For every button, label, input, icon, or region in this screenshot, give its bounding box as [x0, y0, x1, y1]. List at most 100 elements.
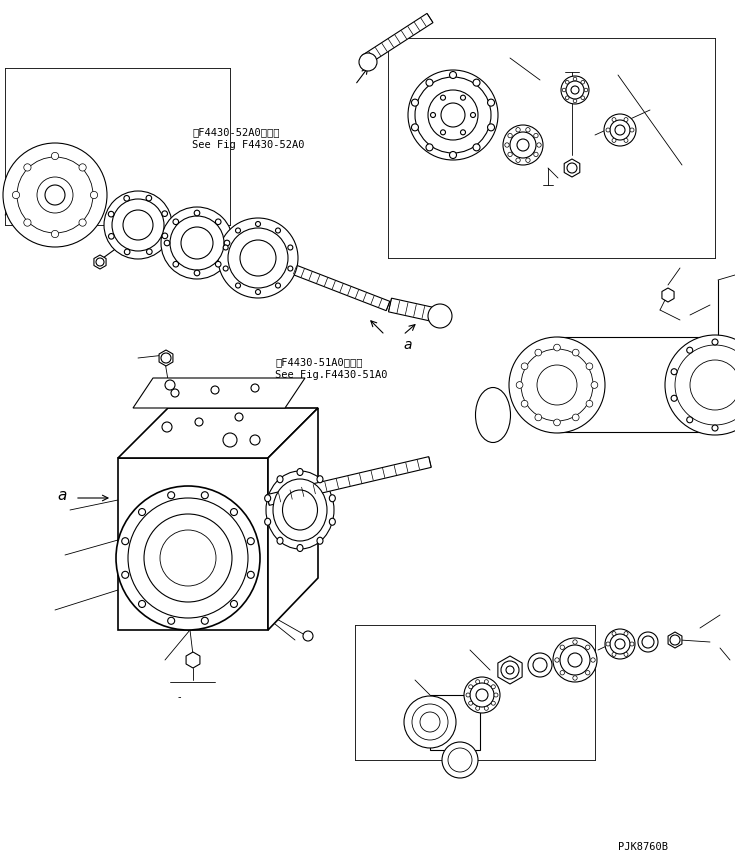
Circle shape	[123, 210, 153, 240]
Circle shape	[573, 77, 577, 80]
Circle shape	[553, 344, 560, 351]
Circle shape	[256, 221, 260, 227]
Circle shape	[450, 72, 456, 79]
Circle shape	[223, 245, 228, 250]
Circle shape	[464, 677, 500, 713]
Polygon shape	[293, 266, 390, 311]
Circle shape	[555, 657, 559, 663]
Polygon shape	[362, 13, 433, 65]
Circle shape	[247, 538, 254, 545]
Circle shape	[586, 400, 593, 407]
Circle shape	[516, 127, 520, 132]
Circle shape	[686, 347, 692, 353]
Circle shape	[562, 88, 566, 92]
Circle shape	[24, 219, 31, 227]
Circle shape	[412, 124, 418, 131]
Circle shape	[573, 640, 577, 644]
Ellipse shape	[273, 479, 327, 541]
Circle shape	[37, 177, 73, 213]
Ellipse shape	[297, 469, 303, 476]
Circle shape	[408, 70, 498, 160]
Polygon shape	[94, 255, 106, 269]
Circle shape	[96, 258, 104, 266]
Circle shape	[612, 118, 616, 122]
Circle shape	[560, 670, 564, 675]
Circle shape	[615, 639, 625, 649]
Polygon shape	[159, 350, 173, 366]
Circle shape	[605, 629, 635, 659]
Circle shape	[24, 163, 31, 171]
Circle shape	[670, 635, 680, 645]
Circle shape	[160, 530, 216, 586]
Circle shape	[231, 509, 237, 516]
Circle shape	[124, 195, 129, 201]
Polygon shape	[662, 288, 674, 302]
Text: See Fig F4430-52A0: See Fig F4430-52A0	[192, 140, 304, 150]
Circle shape	[571, 86, 579, 94]
Circle shape	[251, 384, 259, 392]
Circle shape	[610, 120, 630, 140]
Circle shape	[469, 702, 473, 705]
Circle shape	[448, 748, 472, 772]
Circle shape	[517, 139, 529, 151]
Circle shape	[671, 395, 677, 401]
Circle shape	[146, 249, 152, 254]
Circle shape	[162, 233, 168, 239]
Circle shape	[276, 228, 281, 233]
Text: 第F4430-52A0図参照: 第F4430-52A0図参照	[192, 127, 279, 137]
Circle shape	[586, 645, 590, 650]
Circle shape	[510, 132, 536, 158]
Text: PJK8760B: PJK8760B	[618, 842, 668, 852]
Circle shape	[224, 240, 230, 246]
Circle shape	[17, 157, 93, 233]
Circle shape	[247, 571, 254, 579]
Circle shape	[508, 133, 512, 138]
Circle shape	[487, 124, 495, 131]
Circle shape	[223, 433, 237, 447]
Ellipse shape	[317, 476, 323, 483]
Circle shape	[235, 283, 240, 288]
Ellipse shape	[317, 537, 323, 544]
Circle shape	[228, 228, 288, 288]
Circle shape	[624, 631, 628, 636]
Circle shape	[573, 349, 579, 356]
Circle shape	[484, 680, 488, 683]
Polygon shape	[133, 378, 305, 408]
Polygon shape	[668, 632, 682, 648]
Circle shape	[276, 283, 281, 288]
Circle shape	[108, 211, 114, 217]
Circle shape	[138, 600, 146, 607]
Circle shape	[712, 425, 718, 431]
Circle shape	[431, 112, 436, 118]
Circle shape	[165, 380, 175, 390]
Circle shape	[161, 207, 233, 279]
Circle shape	[537, 365, 577, 405]
Polygon shape	[118, 408, 318, 458]
Ellipse shape	[266, 471, 334, 549]
Circle shape	[535, 349, 542, 356]
Circle shape	[573, 414, 579, 420]
Polygon shape	[268, 408, 318, 630]
Ellipse shape	[476, 388, 511, 443]
Circle shape	[256, 290, 260, 294]
Circle shape	[164, 240, 170, 246]
Circle shape	[612, 138, 616, 143]
Circle shape	[440, 95, 445, 100]
Text: See Fig.F4430-51A0: See Fig.F4430-51A0	[275, 370, 387, 380]
Circle shape	[630, 642, 634, 646]
Circle shape	[168, 618, 175, 625]
Circle shape	[194, 270, 200, 276]
Ellipse shape	[277, 537, 283, 544]
Circle shape	[675, 345, 735, 425]
Circle shape	[553, 638, 597, 682]
Circle shape	[537, 143, 541, 147]
Circle shape	[162, 422, 172, 432]
Circle shape	[250, 435, 260, 445]
Circle shape	[303, 631, 313, 641]
Circle shape	[586, 670, 590, 675]
Circle shape	[516, 381, 523, 388]
Circle shape	[440, 130, 445, 135]
Circle shape	[473, 144, 480, 151]
Circle shape	[671, 368, 677, 375]
Circle shape	[215, 219, 221, 225]
